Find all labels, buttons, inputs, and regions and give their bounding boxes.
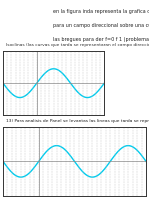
Text: para un campo direccional sobre una curva referencia para: para un campo direccional sobre una curv… [53,23,149,28]
Text: Isoclinas (las curvas que tarda se representaran el campo direccional): Isoclinas (las curvas que tarda se repre… [6,43,149,47]
Text: las bregues para der f=0 f 1 (problemas 13): las bregues para der f=0 f 1 (problemas … [53,37,149,42]
Text: en la figura inda representa la grafica de  f(x) y de f(x),: en la figura inda representa la grafica … [53,9,149,14]
Text: 13) Para analisis de Panel se levantas las lineas que tarda se representaran el : 13) Para analisis de Panel se levantas l… [6,119,149,123]
